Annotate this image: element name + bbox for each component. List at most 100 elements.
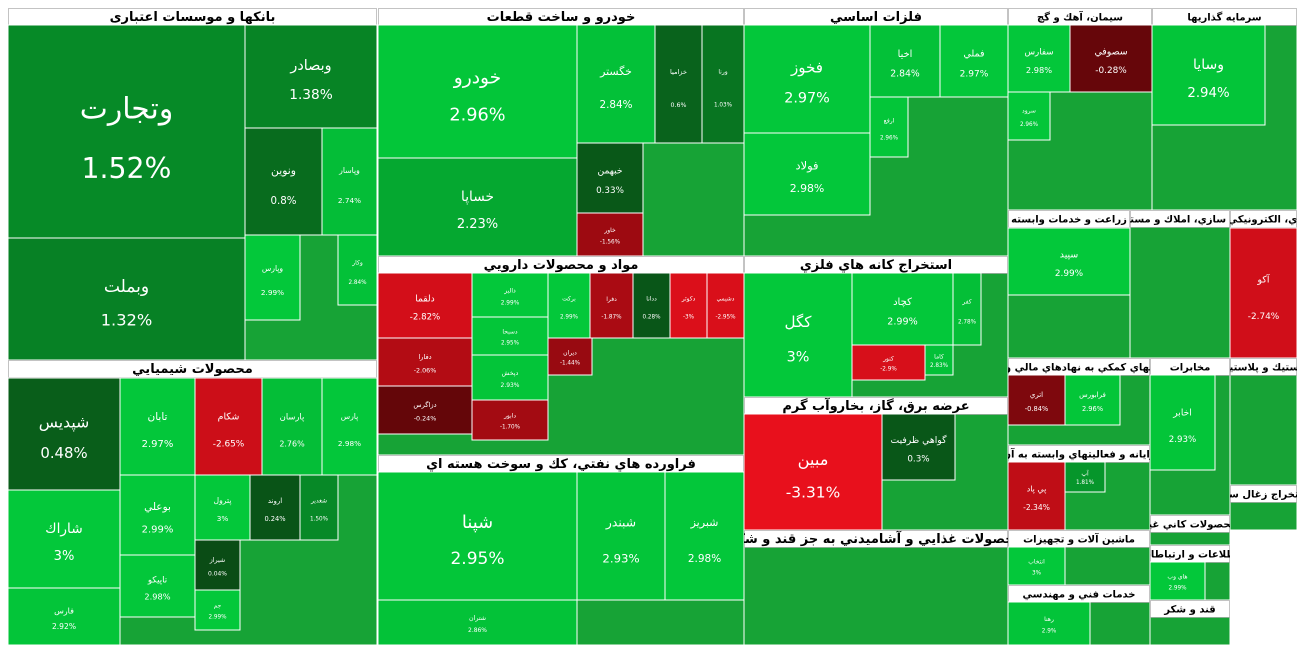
stock-name: تابان	[148, 411, 168, 423]
stock-change: 3%	[1032, 570, 1042, 576]
stock-tile	[471, 272, 549, 318]
stock-tile	[869, 96, 909, 158]
sector: فراورده هاي نفتي، كك و سوخت هسته اي شپنا 2…	[378, 455, 744, 645]
stock-change: 2.98%	[1026, 65, 1052, 75]
stock-name: پي پاد	[1027, 485, 1047, 494]
stock-tile	[471, 399, 549, 441]
sector-title: زراعت و خدمات وابسته	[1011, 215, 1127, 226]
stock-tile	[244, 234, 301, 321]
stock-name: دالبر	[503, 288, 516, 295]
stock-name: سرود	[1022, 108, 1036, 115]
stock-change: 2.96%	[1020, 122, 1039, 128]
stock-name: مبين	[798, 450, 829, 470]
stock-tile	[701, 24, 744, 144]
stock-tile	[851, 272, 954, 346]
sector-title: ساير محصولات كاني غيرفلزي	[1116, 520, 1264, 531]
stock-tile	[589, 272, 634, 339]
stock-change: -0.84%	[1025, 405, 1049, 413]
sector-body	[744, 530, 1008, 645]
stock-change: -1.87%	[601, 315, 622, 321]
stock-name: فرابورس	[1079, 391, 1106, 399]
stock-tile	[261, 377, 323, 476]
stock-change: -3.31%	[786, 483, 841, 501]
stock-name: ارفع	[884, 118, 895, 125]
stock-name: شبريز	[690, 516, 719, 529]
stock-name: ددانا	[646, 296, 657, 303]
stock-name: اخابر	[1172, 409, 1191, 419]
stock-name: انتخاب	[1028, 559, 1045, 566]
stock-tile	[576, 212, 644, 256]
stock-tile	[378, 471, 578, 601]
stock-tile	[744, 272, 853, 397]
stock-name: سپيد	[1060, 249, 1079, 260]
stock-change: 2.92%	[52, 622, 76, 631]
stock-name: شپنا	[462, 512, 493, 533]
stock-change: 2.96%	[880, 135, 899, 141]
sector-title: خودرو و ساخت قطعات	[487, 10, 636, 25]
stock-change: 2.95%	[501, 340, 520, 346]
stock-tile	[299, 474, 339, 541]
stock-tile	[194, 474, 251, 541]
stock-change: 1.50%	[310, 517, 329, 523]
stock-tile	[119, 474, 196, 556]
stock-name: كفر	[961, 298, 971, 305]
stock-change: 2.99%	[1168, 585, 1187, 591]
stock-change: -2.74%	[1248, 312, 1280, 322]
stock-tile	[664, 471, 744, 601]
stock-change: -0.24%	[414, 415, 437, 423]
sector: فعاليتهاي كمكي به نهادهاي مالي واسط اتري -…	[1008, 358, 1150, 445]
sector-title: اطلاعات و ارتباطات	[1141, 550, 1239, 561]
stock-name: شاراك	[45, 521, 82, 537]
stock-change: 2.98%	[144, 592, 170, 602]
stock-tile	[1008, 461, 1066, 530]
stock-tile	[378, 24, 578, 159]
sector-title: خدمات فني و مهندسي	[1023, 590, 1136, 601]
stock-change: -2.06%	[414, 367, 437, 375]
stock-change: 2.97%	[784, 90, 830, 106]
sector: عرضه برق، گاز، بخاروآب گرم مبين -3.31% گواه…	[744, 397, 1008, 530]
stock-change: 2.97%	[142, 439, 174, 450]
stock-name: دشيمي	[717, 296, 735, 303]
sector-title: سيمان، آهك و گچ	[1037, 11, 1123, 24]
stock-name: دفارا	[418, 353, 431, 361]
stock-name: خگستر	[599, 65, 632, 78]
stock-tile	[8, 24, 246, 239]
stock-tile	[249, 474, 301, 541]
stock-tile	[881, 413, 956, 481]
stock-tile	[1008, 546, 1066, 585]
stock-tile	[744, 132, 871, 216]
stock-name: دابور	[503, 413, 516, 420]
stock-change: 2.99%	[501, 300, 520, 306]
sector-header	[1150, 515, 1230, 533]
stock-tile	[952, 272, 982, 346]
stock-change: 2.99%	[1055, 269, 1083, 279]
sector: سيمان، آهك و گچ سفارس 2.98% سصوفي -0.28% سرود…	[1008, 8, 1152, 210]
sector: اطلاعات و ارتباطات هاي وب 2.99%	[1141, 545, 1239, 600]
stock-tile	[669, 272, 708, 339]
stock-tile	[471, 316, 549, 356]
sector-title: لاستيك و پلاستيك	[1220, 363, 1297, 374]
sector-title: مواد و محصولات دارويي	[484, 258, 639, 273]
stock-name: پترول	[214, 496, 232, 505]
stock-change: -1.56%	[600, 240, 621, 246]
stock-name: پارس	[341, 412, 359, 421]
stock-name: وسايا	[1193, 57, 1224, 73]
stock-tile	[378, 385, 473, 435]
stock-tile	[1230, 227, 1297, 358]
stock-change: 2.84%	[600, 99, 633, 111]
stock-tile	[744, 413, 883, 530]
stock-change: -1.70%	[500, 425, 521, 431]
stock-name: دلقما	[415, 295, 434, 305]
stock-tile	[8, 237, 246, 360]
stock-change: 2.96%	[1082, 405, 1103, 413]
stock-tile	[547, 337, 593, 376]
stock-name: خزاميا	[670, 68, 687, 76]
stock-tile	[1008, 374, 1066, 426]
sector: محصولات شيميايي شپديس 0.48% شاراك 3% فارس 2.92…	[8, 360, 377, 645]
stock-change: 2.93%	[501, 382, 520, 389]
stock-name: اروند	[268, 497, 282, 505]
stock-change: 2.74%	[338, 196, 361, 205]
stock-change: 0.28%	[642, 315, 661, 321]
stock-change: 1.03%	[714, 103, 733, 109]
